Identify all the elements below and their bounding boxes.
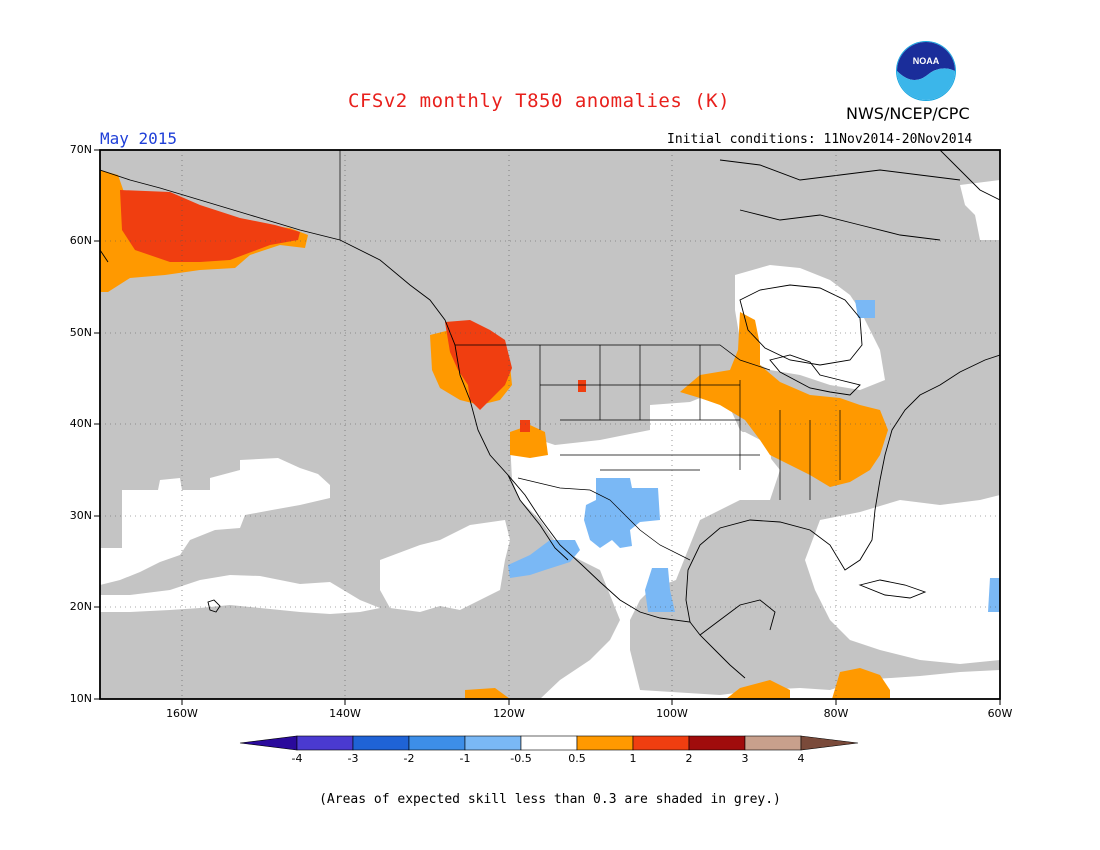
lat-label-30: 30N: [69, 509, 92, 522]
colorbar-swatch: [408, 735, 466, 751]
colorbar-label: 4: [797, 752, 805, 765]
skill-footnote: (Areas of expected skill less than 0.3 a…: [319, 792, 781, 807]
colorbar-swatch: [632, 735, 690, 751]
lon-label-120w: 120W: [493, 707, 525, 720]
colorbar-label: -2: [403, 752, 415, 765]
colorbar-label: 3: [741, 752, 749, 765]
colorbar-arrow-high: [800, 735, 859, 751]
colorbar: [239, 735, 859, 751]
colorbar-swatch: [352, 735, 410, 751]
graticule: [100, 150, 1000, 699]
political-borders: [339, 150, 841, 561]
strong-above-normal-areas: [120, 190, 586, 432]
below-normal-areas: [508, 300, 1000, 612]
forecast-month: May 2015: [100, 129, 178, 148]
lon-label-100w: 100W: [656, 707, 688, 720]
lat-label-40: 40N: [69, 417, 92, 430]
colorbar-arrow-low: [239, 735, 298, 751]
lat-label-60: 60N: [69, 234, 92, 247]
noaa-logo: NOAA: [896, 41, 956, 101]
colorbar-swatch: [520, 735, 578, 751]
colorbar-label: 2: [685, 752, 693, 765]
colorbar-label: 0.5: [568, 752, 586, 765]
map-fill-layer: [100, 150, 1000, 699]
colorbar-label: -3: [347, 752, 359, 765]
lat-label-20: 20N: [69, 600, 92, 613]
colorbar-swatch: [744, 735, 802, 751]
lon-label-80w: 80W: [823, 707, 849, 720]
lon-label-160w: 160W: [166, 707, 198, 720]
colorbar-label: -1: [459, 752, 471, 765]
colorbar-swatch: [296, 735, 354, 751]
lon-label-140w: 140W: [329, 707, 361, 720]
lon-label-60w: 60W: [987, 707, 1013, 720]
colorbar-label: 1: [629, 752, 637, 765]
initial-conditions: Initial conditions: 11Nov2014-20Nov2014: [667, 132, 973, 147]
colorbar-swatch: [464, 735, 522, 751]
lat-label-10: 10N: [69, 692, 92, 705]
colorbar-label: -4: [291, 752, 303, 765]
axis-ticks: [94, 149, 1001, 705]
agency-label: NWS/NCEP/CPC: [846, 104, 970, 123]
chart-title: CFSv2 monthly T850 anomalies (K): [348, 90, 731, 112]
colorbar-label: -0.5: [510, 752, 532, 765]
colorbar-swatch: [688, 735, 746, 751]
lat-label-50: 50N: [69, 326, 92, 339]
colorbar-swatch: [576, 735, 634, 751]
coastlines: [100, 150, 1000, 679]
lat-label-70: 70N: [69, 143, 92, 156]
logo-text: NOAA: [913, 56, 940, 66]
